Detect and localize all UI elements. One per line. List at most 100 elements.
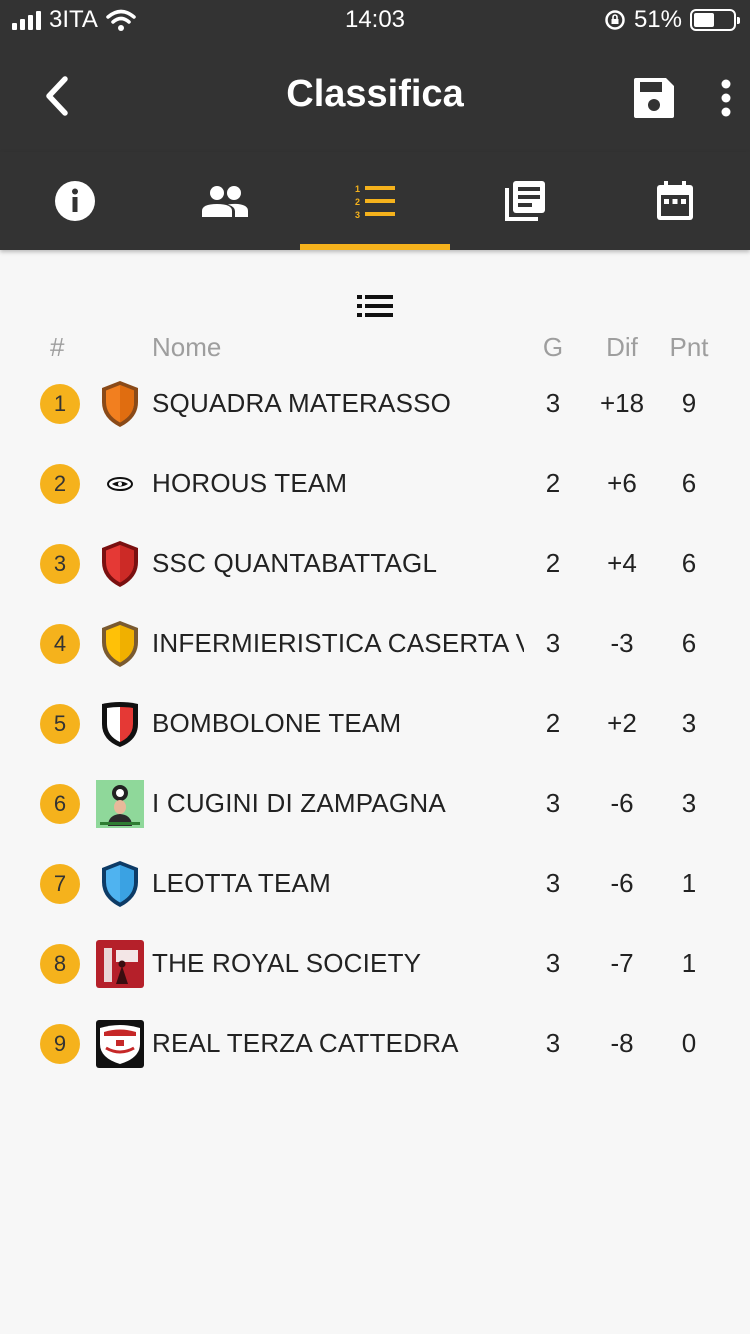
tab-news[interactable] bbox=[450, 152, 600, 250]
status-bar: 3ITA 14:03 51% bbox=[0, 0, 750, 40]
position-badge: 3 bbox=[40, 544, 80, 584]
tab-info[interactable] bbox=[0, 152, 150, 250]
points: 3 bbox=[681, 788, 697, 818]
points: 1 bbox=[681, 868, 697, 898]
ranked-list-icon: 1 2 3 bbox=[355, 184, 395, 219]
goal-difference: +18 bbox=[599, 388, 645, 418]
team-name: HOROUS TEAM bbox=[152, 468, 348, 498]
games-played: 3 bbox=[545, 388, 561, 418]
page-title: Classifica bbox=[286, 73, 464, 115]
table-row[interactable]: 1 SQUADRA MATERASSO 3 +18 9 bbox=[0, 364, 750, 444]
position-badge: 5 bbox=[40, 704, 80, 744]
list-icon bbox=[357, 295, 393, 317]
table-row[interactable]: 8 THE ROYAL SOCIETY 3 -7 1 bbox=[0, 924, 750, 1004]
position-badge: 7 bbox=[40, 864, 80, 904]
tab-calendar[interactable] bbox=[600, 152, 750, 250]
games-played: 2 bbox=[545, 708, 561, 738]
back-button[interactable] bbox=[30, 70, 82, 122]
tab-standings[interactable]: 1 2 3 bbox=[300, 152, 450, 250]
points: 9 bbox=[681, 388, 697, 418]
header-name: Nome bbox=[152, 332, 222, 362]
more-vertical-icon bbox=[721, 79, 731, 117]
points: 6 bbox=[681, 628, 697, 658]
points: 3 bbox=[681, 708, 697, 738]
header-points: Pnt bbox=[669, 332, 709, 362]
team-logo bbox=[96, 460, 144, 508]
info-icon bbox=[55, 181, 95, 221]
games-played: 3 bbox=[545, 788, 561, 818]
team-name: LEOTTA TEAM bbox=[152, 868, 331, 898]
position-badge: 2 bbox=[40, 464, 80, 504]
games-played: 3 bbox=[545, 1028, 561, 1058]
status-left: 3ITA bbox=[12, 6, 136, 34]
tab-teams[interactable] bbox=[150, 152, 300, 250]
chevron-left-icon bbox=[46, 76, 68, 116]
team-logo bbox=[96, 620, 144, 668]
team-photo-icon bbox=[96, 940, 144, 988]
standings-list: 1 SQUADRA MATERASSO 3 +18 9 2 HOROUS TEA… bbox=[0, 364, 750, 1084]
goal-difference: -6 bbox=[610, 868, 634, 898]
team-name: INFERMIERISTICA CASERTA V: bbox=[152, 628, 524, 658]
status-time: 14:03 bbox=[344, 6, 406, 33]
position-badge: 1 bbox=[40, 384, 80, 424]
goal-difference: -3 bbox=[610, 628, 634, 658]
svg-text:3: 3 bbox=[355, 210, 360, 219]
team-name: THE ROYAL SOCIETY bbox=[152, 948, 422, 978]
status-right: 51% bbox=[604, 6, 740, 34]
svg-text:1: 1 bbox=[355, 184, 360, 194]
header-played: G bbox=[542, 332, 564, 362]
svg-text:2: 2 bbox=[355, 197, 360, 207]
team-logo bbox=[96, 940, 144, 988]
team-logo bbox=[96, 780, 144, 828]
points: 6 bbox=[681, 468, 697, 498]
table-row[interactable]: 9 REAL TERZA CATTEDRA 3 -8 0 bbox=[0, 1004, 750, 1084]
rotation-lock-icon bbox=[605, 10, 625, 30]
tab-bar: 1 2 3 bbox=[0, 152, 750, 250]
header-difference: Dif bbox=[606, 332, 638, 362]
points: 0 bbox=[681, 1028, 697, 1058]
more-options-button[interactable] bbox=[704, 72, 748, 124]
table-header: # Nome G Dif Pnt bbox=[0, 330, 750, 366]
goal-difference: -6 bbox=[610, 788, 634, 818]
position-badge: 6 bbox=[40, 784, 80, 824]
table-row[interactable]: 3 SSC QUANTABATTAGL 2 +4 6 bbox=[0, 524, 750, 604]
shield-icon bbox=[102, 861, 138, 907]
team-logo bbox=[96, 860, 144, 908]
battery-percent: 51% bbox=[633, 6, 682, 33]
save-icon bbox=[634, 78, 674, 118]
table-row[interactable]: 4 INFERMIERISTICA CASERTA V: 3 -3 6 bbox=[0, 604, 750, 684]
team-name: SQUADRA MATERASSO bbox=[152, 388, 452, 418]
team-photo-icon bbox=[96, 780, 144, 828]
news-icon bbox=[505, 181, 545, 221]
save-button[interactable] bbox=[628, 72, 680, 124]
header-position: # bbox=[50, 332, 65, 362]
shield-icon bbox=[102, 702, 138, 747]
people-icon bbox=[202, 186, 248, 217]
calendar-icon bbox=[657, 181, 693, 220]
table-row[interactable]: 2 HOROUS TEAM 2 +6 6 bbox=[0, 444, 750, 524]
points: 6 bbox=[681, 548, 697, 578]
battery-icon bbox=[690, 9, 740, 31]
team-name: REAL TERZA CATTEDRA bbox=[152, 1028, 459, 1058]
position-badge: 4 bbox=[40, 624, 80, 664]
team-logo bbox=[96, 700, 144, 748]
games-played: 2 bbox=[545, 468, 561, 498]
list-view-toggle[interactable] bbox=[355, 292, 395, 320]
games-played: 3 bbox=[545, 868, 561, 898]
table-row[interactable]: 6 I CUGINI DI ZAMPAGNA 3 -6 3 bbox=[0, 764, 750, 844]
shield-icon bbox=[102, 541, 138, 587]
position-badge: 9 bbox=[40, 1024, 80, 1064]
goal-difference: -8 bbox=[610, 1028, 634, 1058]
points: 1 bbox=[681, 948, 697, 978]
team-logo bbox=[96, 380, 144, 428]
shield-icon bbox=[102, 381, 138, 427]
goal-difference: +6 bbox=[607, 468, 637, 498]
app-bar: Classifica bbox=[0, 40, 750, 152]
table-row[interactable]: 5 BOMBOLONE TEAM 2 +2 3 bbox=[0, 684, 750, 764]
goal-difference: +2 bbox=[607, 708, 637, 738]
table-row[interactable]: 7 LEOTTA TEAM 3 -6 1 bbox=[0, 844, 750, 924]
crest-icon bbox=[96, 1020, 144, 1068]
team-name: I CUGINI DI ZAMPAGNA bbox=[152, 788, 446, 818]
goal-difference: -7 bbox=[610, 948, 634, 978]
team-name: SSC QUANTABATTAGL bbox=[152, 548, 438, 578]
